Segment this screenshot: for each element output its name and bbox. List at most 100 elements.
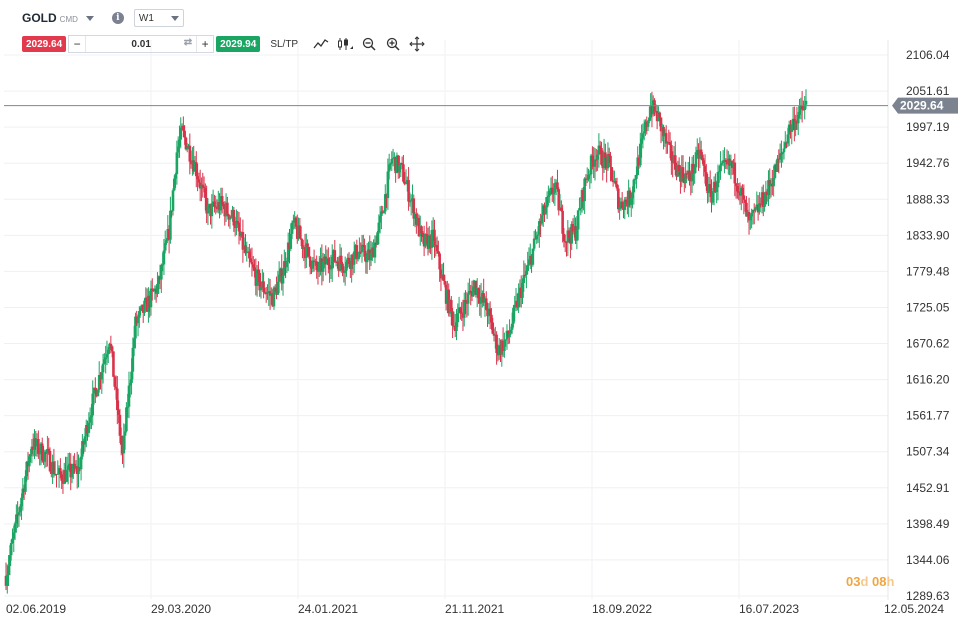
x-axis: 02.06.2019 29.03.2020 24.01.2021 21.11.2021…: [6, 602, 944, 616]
candle: [96, 388, 100, 397]
candle: [258, 269, 262, 297]
candle-body: [668, 142, 672, 146]
candle-body: [800, 105, 804, 110]
y-tick-label: 1398.49: [906, 517, 950, 531]
candle: [670, 140, 673, 175]
sell-button[interactable]: 2029.64: [22, 36, 67, 52]
zoom-out-icon[interactable]: [360, 35, 378, 53]
decrease-quantity-button[interactable]: −: [73, 37, 81, 51]
candle-body: [136, 317, 140, 324]
candle-body: [560, 207, 563, 211]
candle-body: [615, 184, 619, 189]
move-icon[interactable]: [408, 35, 426, 53]
candle-body: [510, 323, 514, 330]
candle: [503, 332, 506, 358]
candle-body: [550, 187, 554, 195]
symbol-type: CMD: [59, 14, 78, 24]
candle: [66, 452, 70, 485]
candle-body: [352, 251, 356, 265]
candle-body: [699, 149, 703, 155]
candle-body: [139, 307, 142, 312]
candle: [15, 504, 18, 533]
candle-body: [594, 159, 598, 161]
buy-button[interactable]: 2029.94: [216, 36, 261, 52]
candle: [662, 124, 665, 150]
info-icon[interactable]: i: [111, 12, 124, 24]
sltp-button[interactable]: SL/TP: [270, 38, 299, 50]
candle: [800, 91, 804, 123]
candle-body: [596, 154, 599, 160]
candle: [170, 210, 173, 218]
candle-body: [490, 314, 493, 323]
candle: [298, 218, 302, 239]
candle-body: [188, 145, 192, 162]
candle-body: [306, 243, 309, 247]
candle-body: [464, 300, 467, 303]
candle-body: [97, 374, 101, 390]
candle-body: [20, 497, 23, 507]
increase-quantity-button[interactable]: +: [201, 37, 209, 51]
candle: [333, 239, 337, 264]
candle-body: [106, 349, 110, 355]
swap-icon[interactable]: ⇄: [183, 37, 193, 48]
x-tick-label: 29.03.2020: [151, 602, 211, 616]
y-tick-label: 1833.90: [906, 228, 950, 242]
candle: [435, 236, 439, 254]
candle-body: [583, 178, 586, 202]
candle-body: [604, 152, 607, 159]
candle-body: [750, 213, 753, 217]
quantity-stepper[interactable]: − 0.01 ⇄ +: [68, 35, 215, 53]
candle-body: [380, 211, 383, 216]
candle-body: [100, 372, 104, 380]
candle-body: [460, 312, 463, 314]
candle-body: [701, 154, 704, 161]
candle-body: [298, 225, 302, 239]
current-price-badge: 2029.64: [892, 97, 958, 114]
candle-body: [285, 261, 289, 268]
quantity-input[interactable]: 0.01 ⇄: [85, 36, 198, 52]
candle: [369, 240, 373, 267]
candle-body: [222, 204, 225, 207]
candle: [664, 125, 668, 154]
candle-body: [420, 226, 423, 233]
candle: [513, 295, 517, 322]
candle-body: [91, 393, 95, 416]
candle: [201, 172, 205, 198]
candle: [55, 473, 58, 488]
candle-body: [734, 183, 738, 187]
candle: [767, 170, 770, 207]
candle: [641, 123, 645, 149]
candle-body: [640, 138, 643, 144]
candle-body: [561, 210, 564, 234]
candle-body: [299, 238, 303, 240]
candles-icon[interactable]: [336, 35, 354, 53]
symbol-name[interactable]: GOLD: [22, 11, 57, 25]
candle: [412, 194, 416, 227]
candle-body: [693, 167, 696, 174]
candle-body: [597, 145, 601, 155]
symbol-dropdown-icon[interactable]: [85, 15, 94, 21]
y-tick-label: 1452.91: [906, 481, 950, 495]
candle-body: [305, 243, 308, 259]
zoom-in-icon[interactable]: [384, 35, 402, 53]
candle: [387, 153, 391, 180]
candle-body: [407, 180, 410, 202]
candle: [563, 234, 567, 253]
candle-body: [804, 100, 808, 105]
candle-body: [525, 270, 528, 276]
candle-countdown: 03d 08h: [846, 574, 894, 589]
candle-body: [495, 334, 498, 354]
candle-body: [404, 182, 408, 185]
candle-body: [761, 192, 765, 207]
candle-body: [259, 286, 263, 291]
candle: [576, 210, 580, 241]
candle: [272, 285, 276, 310]
candle-body: [257, 269, 260, 273]
candle-body: [236, 220, 240, 223]
line-chart-icon[interactable]: [312, 35, 330, 53]
candle: [600, 141, 603, 166]
candle-body: [119, 435, 123, 445]
candle-body: [442, 274, 445, 281]
timeframe-select[interactable]: W1: [133, 9, 184, 27]
